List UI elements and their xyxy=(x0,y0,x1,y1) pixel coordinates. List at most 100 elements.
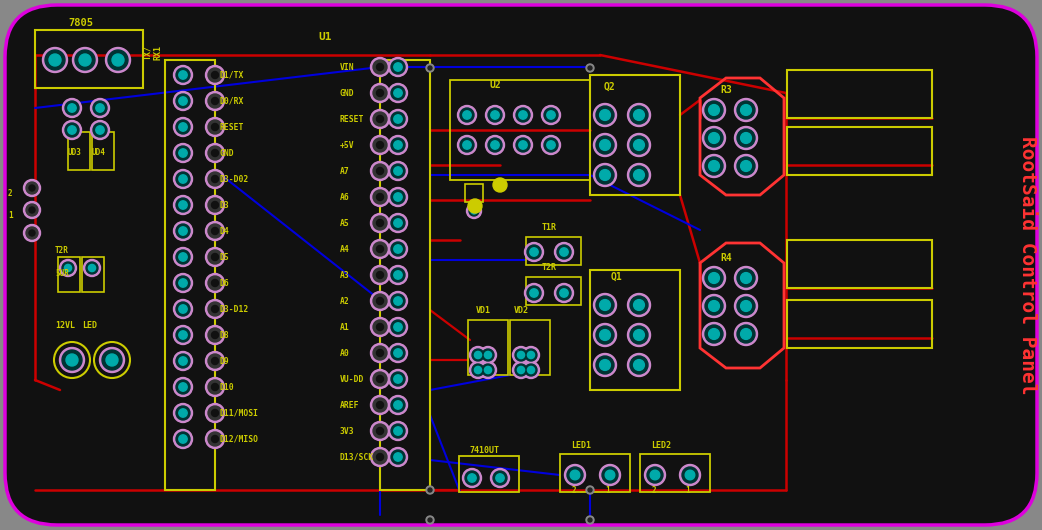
Circle shape xyxy=(702,295,725,317)
Bar xyxy=(468,320,508,375)
Circle shape xyxy=(544,138,559,152)
Circle shape xyxy=(179,383,188,391)
Circle shape xyxy=(389,136,407,155)
Circle shape xyxy=(179,71,188,79)
Circle shape xyxy=(174,118,193,137)
Text: UD3: UD3 xyxy=(68,148,82,157)
Circle shape xyxy=(645,464,666,485)
Circle shape xyxy=(212,175,219,182)
Circle shape xyxy=(524,284,544,303)
Circle shape xyxy=(525,349,537,361)
Circle shape xyxy=(650,470,660,480)
Text: D5: D5 xyxy=(220,253,229,262)
Circle shape xyxy=(474,366,481,374)
Circle shape xyxy=(205,403,224,422)
Circle shape xyxy=(596,356,614,374)
Circle shape xyxy=(208,302,222,316)
Text: Q2: Q2 xyxy=(604,82,616,92)
Circle shape xyxy=(391,216,405,230)
Circle shape xyxy=(371,421,390,440)
Circle shape xyxy=(391,60,405,74)
Circle shape xyxy=(596,296,614,314)
Circle shape xyxy=(174,222,193,241)
Circle shape xyxy=(376,142,383,148)
Circle shape xyxy=(68,104,76,112)
Text: GND: GND xyxy=(220,149,234,158)
Circle shape xyxy=(212,279,219,287)
Circle shape xyxy=(179,149,188,157)
Circle shape xyxy=(702,99,725,121)
Circle shape xyxy=(212,72,219,78)
Circle shape xyxy=(174,92,193,110)
Circle shape xyxy=(485,351,492,359)
Text: VU-DD: VU-DD xyxy=(340,375,365,384)
Circle shape xyxy=(376,454,383,461)
Circle shape xyxy=(376,116,383,122)
Circle shape xyxy=(586,486,594,494)
Circle shape xyxy=(428,518,432,522)
Circle shape xyxy=(493,178,507,192)
Circle shape xyxy=(705,157,723,175)
Circle shape xyxy=(588,488,592,492)
Bar xyxy=(58,257,80,292)
Circle shape xyxy=(179,123,188,131)
Circle shape xyxy=(208,146,222,160)
Circle shape xyxy=(599,299,611,311)
Circle shape xyxy=(65,101,79,115)
Circle shape xyxy=(702,155,725,178)
Circle shape xyxy=(371,240,390,259)
Circle shape xyxy=(389,421,407,440)
Circle shape xyxy=(208,224,222,238)
Circle shape xyxy=(205,118,224,137)
Circle shape xyxy=(496,474,504,482)
Circle shape xyxy=(26,227,38,239)
Circle shape xyxy=(376,349,383,357)
Circle shape xyxy=(596,166,614,184)
Circle shape xyxy=(516,138,530,152)
Circle shape xyxy=(73,48,98,73)
Circle shape xyxy=(735,322,758,346)
Circle shape xyxy=(391,294,405,308)
Text: R4: R4 xyxy=(720,253,731,263)
Text: TX/: TX/ xyxy=(144,45,152,60)
Circle shape xyxy=(527,245,541,259)
Text: RootSaid Control Panel: RootSaid Control Panel xyxy=(1018,136,1038,394)
Circle shape xyxy=(542,136,561,155)
Circle shape xyxy=(176,198,190,212)
Circle shape xyxy=(59,260,76,277)
Circle shape xyxy=(394,245,402,253)
Circle shape xyxy=(482,364,494,376)
Bar xyxy=(526,237,581,265)
Bar xyxy=(526,277,581,305)
Circle shape xyxy=(174,170,193,189)
Circle shape xyxy=(63,262,74,274)
Circle shape xyxy=(741,161,751,171)
Text: D4: D4 xyxy=(220,227,229,236)
Circle shape xyxy=(737,297,755,315)
Circle shape xyxy=(176,302,190,316)
Text: D10: D10 xyxy=(220,383,234,392)
Text: LED2: LED2 xyxy=(651,441,671,450)
Text: A5: A5 xyxy=(340,219,350,228)
Circle shape xyxy=(709,161,719,171)
Circle shape xyxy=(529,248,539,256)
Text: LED1: LED1 xyxy=(571,441,591,450)
Circle shape xyxy=(91,120,109,139)
Circle shape xyxy=(205,222,224,241)
Circle shape xyxy=(174,429,193,448)
Circle shape xyxy=(394,193,402,201)
Text: D3-D02: D3-D02 xyxy=(220,175,249,184)
Circle shape xyxy=(627,323,650,347)
Circle shape xyxy=(394,323,402,331)
Text: D1/TX: D1/TX xyxy=(220,71,245,80)
Circle shape xyxy=(491,111,499,119)
Circle shape xyxy=(174,377,193,396)
Circle shape xyxy=(174,273,193,293)
Circle shape xyxy=(705,269,723,287)
Circle shape xyxy=(472,364,483,376)
Circle shape xyxy=(702,267,725,289)
Circle shape xyxy=(376,375,383,383)
Circle shape xyxy=(389,447,407,466)
Text: D3: D3 xyxy=(220,201,229,210)
Bar xyxy=(458,456,519,492)
